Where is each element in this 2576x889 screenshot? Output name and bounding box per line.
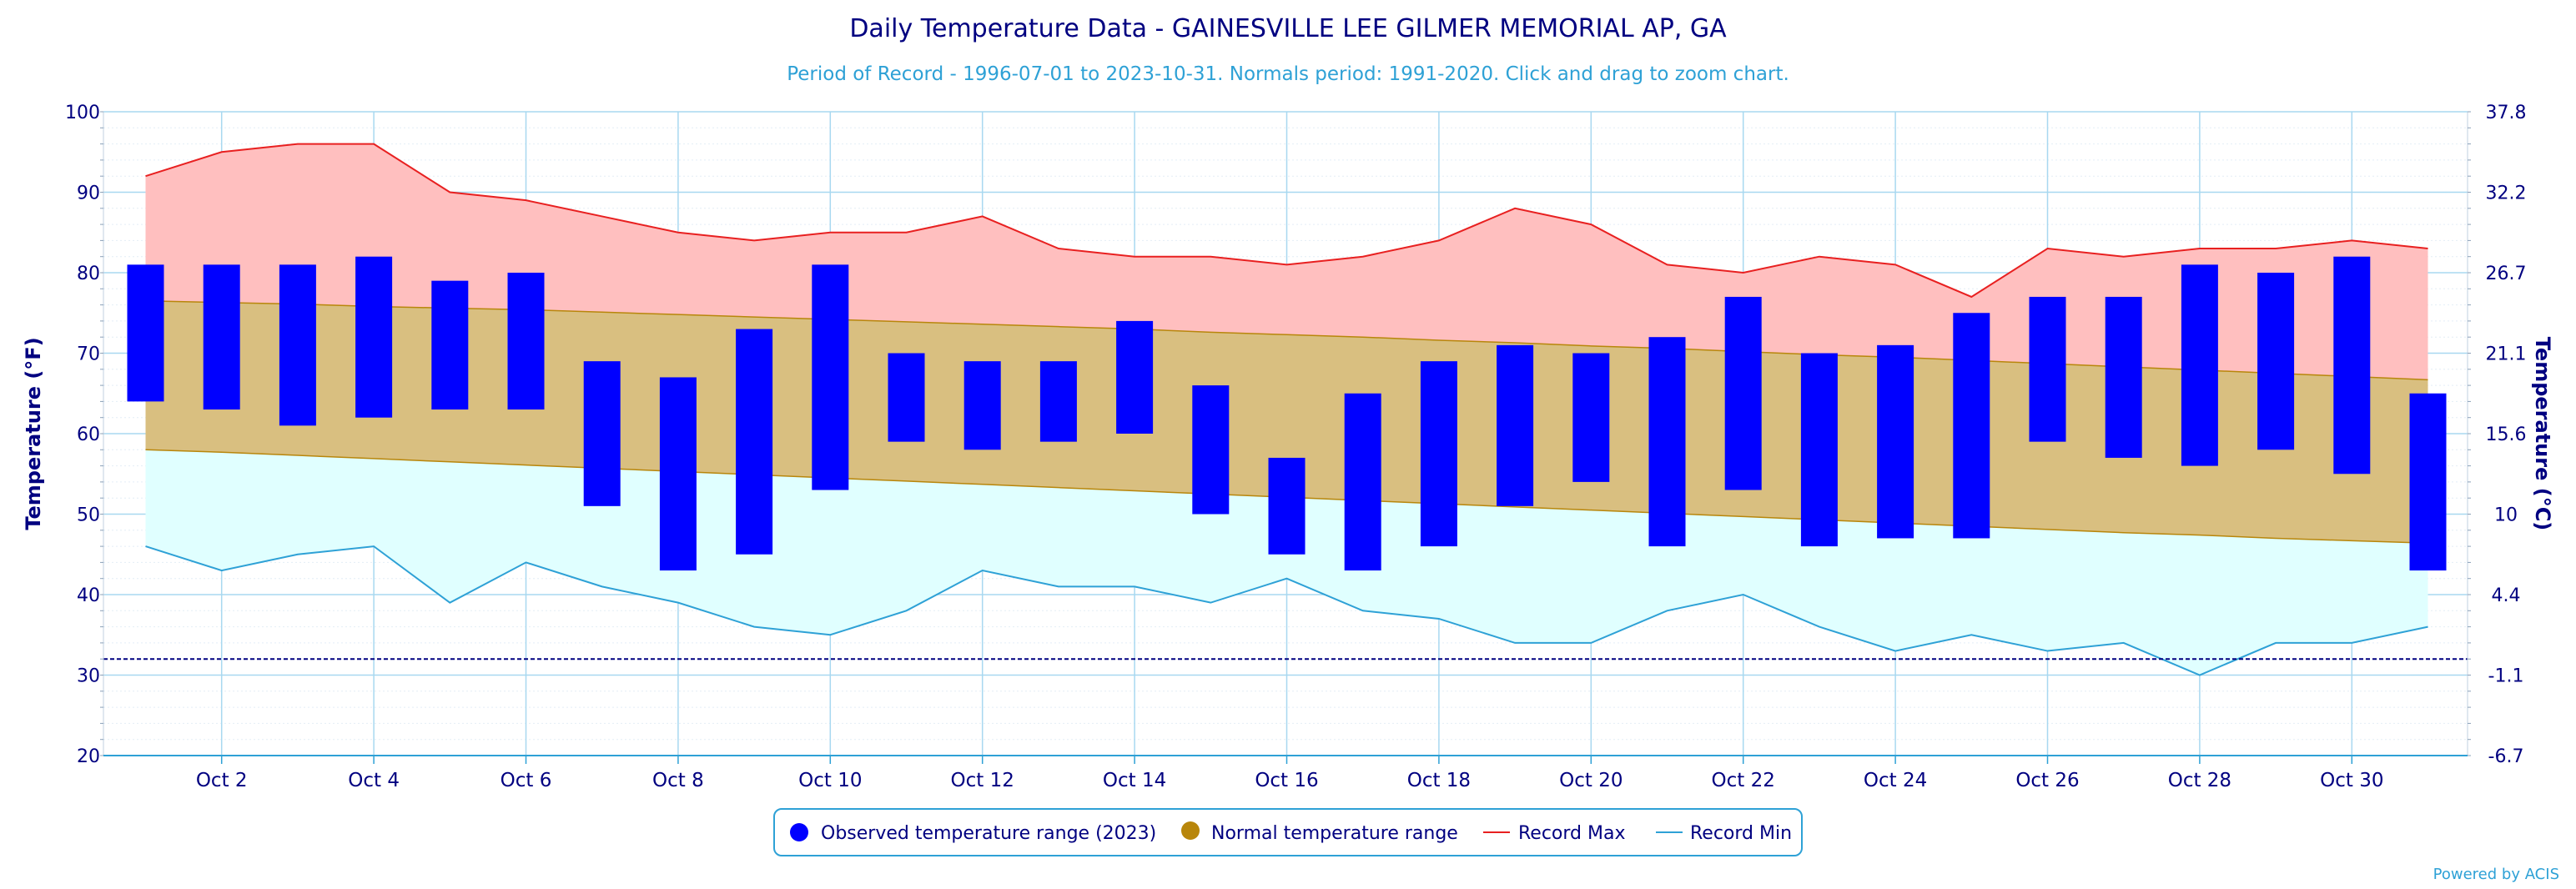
x-tick-label: Oct 14 [1103, 770, 1166, 791]
y-axis-title-right: Temperature (°C) [2531, 337, 2554, 531]
observed-bars[interactable] [127, 256, 2447, 571]
chart-title: Daily Temperature Data - GAINESVILLE LEE… [849, 14, 1727, 43]
observed-range-bar[interactable] [127, 264, 164, 402]
legend-observed-symbol[interactable] [790, 823, 808, 841]
legend[interactable]: Observed temperature range (2023) Normal… [773, 808, 1803, 856]
observed-range-bar[interactable] [279, 264, 316, 426]
observed-range-bar[interactable] [736, 329, 773, 555]
credit-link[interactable]: Powered by ACIS [2433, 866, 2559, 883]
observed-range-bar[interactable] [1497, 344, 1534, 506]
y-tick-label: 50 [77, 505, 100, 526]
record-max-area [145, 143, 2428, 380]
observed-range-bar[interactable] [2257, 273, 2295, 450]
x-tick-label: Oct 2 [196, 770, 248, 791]
observed-range-bar[interactable] [507, 273, 545, 410]
observed-range-bar[interactable] [355, 256, 393, 418]
y-tick-label: 40 [77, 585, 100, 606]
y2-tick-label: -1.1 [2488, 666, 2524, 687]
observed-range-bar[interactable] [1648, 337, 1686, 547]
y2-tick-label: 21.1 [2486, 344, 2527, 365]
y2-tick-label: 32.2 [2486, 183, 2527, 204]
observed-range-bar[interactable] [431, 280, 469, 410]
y-tick-label: 70 [77, 344, 100, 365]
x-tick-label: Oct 16 [1255, 770, 1318, 791]
y-tick-label: 20 [77, 746, 100, 767]
observed-range-bar[interactable] [2029, 296, 2066, 442]
x-tick-label: Oct 28 [2168, 770, 2231, 791]
observed-range-bar[interactable] [659, 377, 697, 571]
observed-range-bar[interactable] [1572, 353, 1610, 482]
y-axis-title-left: Temperature (°F) [22, 337, 45, 530]
x-tick-label: Oct 26 [2015, 770, 2079, 791]
y2-tick-label: 37.8 [2486, 103, 2527, 123]
observed-range-bar[interactable] [1268, 457, 1306, 555]
y2-tick-label: 26.7 [2486, 264, 2527, 284]
observed-range-bar[interactable] [583, 361, 621, 506]
legend-record-max-label[interactable]: Record Max [1518, 823, 1626, 844]
y2-tick-label: 10 [2494, 505, 2518, 526]
x-tick-label: Oct 10 [798, 770, 862, 791]
x-tick-label: Oct 4 [348, 770, 400, 791]
x-tick-label: Oct 30 [2320, 770, 2383, 791]
observed-range-bar[interactable] [1420, 361, 1457, 547]
legend-observed-label[interactable]: Observed temperature range (2023) [821, 823, 1156, 844]
y-tick-label: 80 [77, 264, 100, 284]
y-tick-label: 90 [77, 183, 100, 204]
legend-box [773, 808, 1803, 856]
observed-range-bar[interactable] [963, 361, 1001, 450]
record-min-area [145, 450, 2428, 676]
y-tick-label: 100 [65, 103, 100, 123]
observed-range-bar[interactable] [1724, 296, 1762, 490]
y-tick-label: 30 [77, 666, 100, 687]
y2-tick-label: 4.4 [2492, 585, 2521, 606]
y2-tick-label: 15.6 [2486, 424, 2527, 445]
legend-normal-symbol[interactable] [1181, 821, 1200, 840]
observed-range-bar[interactable] [2181, 264, 2218, 466]
y-tick-label: 60 [77, 424, 100, 445]
x-tick-label: Oct 6 [501, 770, 552, 791]
record-max-line [145, 143, 2428, 299]
observed-range-bar[interactable] [1877, 344, 1914, 539]
x-tick-label: Oct 8 [652, 770, 704, 791]
legend-record-min-label[interactable]: Record Min [1690, 823, 1792, 844]
observed-range-bar[interactable] [2105, 296, 2142, 458]
observed-range-bar[interactable] [812, 264, 849, 490]
observed-range-bar[interactable] [1192, 385, 1230, 515]
x-tick-label: Oct 24 [1864, 770, 1927, 791]
plot-areas [103, 143, 2468, 676]
observed-range-bar[interactable] [1344, 393, 1381, 571]
chart-subtitle: Period of Record - 1996-07-01 to 2023-10… [787, 63, 1789, 85]
observed-range-bar[interactable] [1039, 361, 1077, 442]
x-tick-label: Oct 12 [951, 770, 1014, 791]
observed-range-bar[interactable] [2333, 256, 2371, 475]
observed-range-bar[interactable] [1116, 320, 1154, 434]
x-tick-label: Oct 20 [1559, 770, 1623, 791]
y2-tick-label: -6.7 [2488, 746, 2524, 767]
legend-normal-label[interactable]: Normal temperature range [1211, 823, 1458, 844]
x-tick-label: Oct 22 [1712, 770, 1775, 791]
normal-range-area [145, 300, 2428, 544]
x-tick-label: Oct 18 [1407, 770, 1471, 791]
observed-range-bar[interactable] [888, 353, 925, 442]
observed-range-bar[interactable] [2409, 393, 2447, 571]
observed-range-bar[interactable] [1953, 313, 1990, 539]
observed-range-bar[interactable] [203, 264, 240, 410]
record-min-line [145, 545, 2428, 676]
observed-range-bar[interactable] [1800, 353, 1838, 547]
axes: 20 30 40 50 60 70 80 90 100 -6.7 -1.1 4.4 10 15.6 21.1… [65, 103, 2526, 791]
